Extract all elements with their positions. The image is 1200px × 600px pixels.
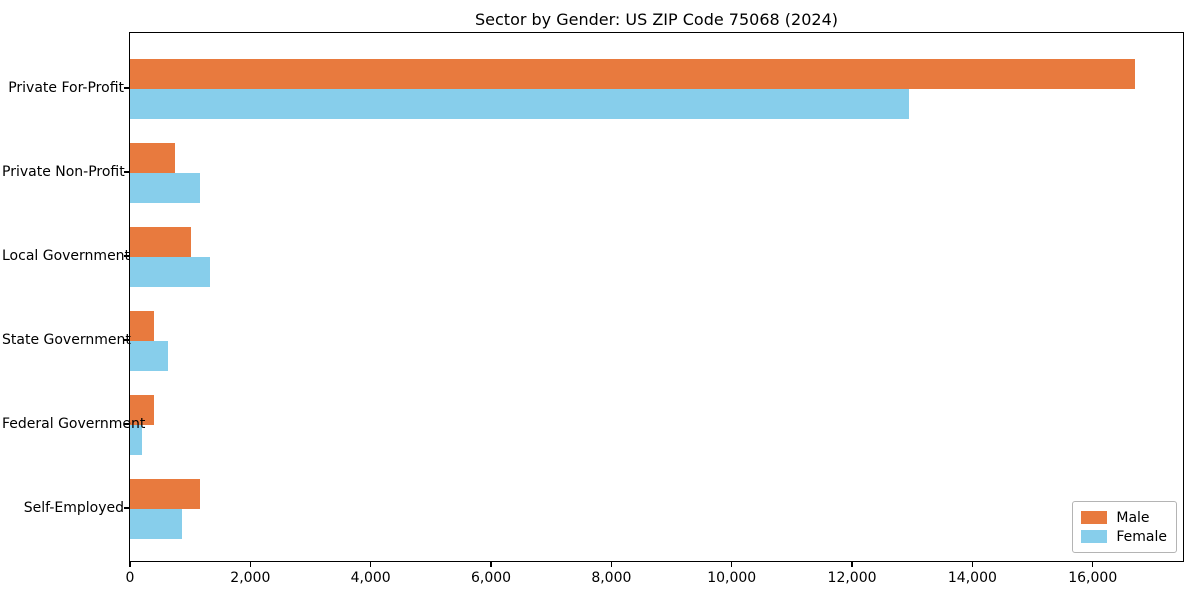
- bar-female-private-for-profit: [129, 88, 910, 119]
- legend-label-female: Female: [1116, 528, 1167, 545]
- y-tick-mark: [123, 87, 129, 89]
- x-tick-label: 12,000: [827, 570, 877, 586]
- x-tick-mark: [971, 561, 974, 567]
- bar-female-self-employed: [129, 508, 183, 539]
- bar-male-local-government: [129, 226, 191, 257]
- x-tick-label: 8,000: [591, 570, 632, 586]
- chart-title: Sector by Gender: US ZIP Code 75068 (202…: [475, 10, 838, 29]
- x-tick-label: 10,000: [707, 570, 757, 586]
- bar-female-private-non-profit: [129, 172, 200, 203]
- y-tick-mark: [123, 171, 129, 173]
- y-tick-label: Self-Employed: [23, 500, 124, 516]
- x-tick-label: 2,000: [230, 570, 271, 586]
- bar-female-local-government: [129, 256, 210, 287]
- bar-male-federal-government: [129, 394, 155, 425]
- x-tick-mark: [610, 561, 613, 567]
- legend-item-male: Male: [1081, 508, 1167, 527]
- x-tick-mark: [129, 561, 131, 567]
- x-tick-label: 4,000: [350, 570, 391, 586]
- legend-label-male: Male: [1116, 509, 1150, 526]
- male-swatch: [1081, 511, 1108, 524]
- y-tick-label: Private Non-Profit: [2, 164, 125, 180]
- x-tick-label: 14,000: [947, 570, 997, 586]
- legend-item-female: Female: [1081, 527, 1167, 546]
- female-swatch: [1081, 530, 1108, 543]
- bar-male-private-non-profit: [129, 142, 175, 173]
- bar-female-state-government: [129, 340, 168, 371]
- y-tick-label: Private For-Profit: [8, 80, 124, 96]
- y-tick-mark: [123, 255, 129, 257]
- y-tick-label: Federal Government: [2, 416, 146, 432]
- x-tick-label: 6,000: [470, 570, 512, 586]
- bar-male-private-for-profit: [129, 58, 1135, 89]
- plot-area: [128, 31, 1184, 562]
- y-tick-mark: [123, 339, 129, 341]
- x-tick-label: 16,000: [1068, 570, 1118, 586]
- bar-male-state-government: [129, 310, 155, 341]
- x-tick-mark: [1091, 561, 1094, 567]
- x-tick-mark: [369, 561, 372, 567]
- bar-male-self-employed: [129, 478, 200, 509]
- x-tick-mark: [490, 561, 492, 567]
- y-tick-mark: [123, 507, 129, 509]
- x-tick-mark: [730, 561, 733, 567]
- x-tick-label: 0: [125, 570, 135, 586]
- y-tick-label: Local Government: [2, 248, 131, 264]
- y-tick-mark: [123, 423, 129, 425]
- y-tick-label: State Government: [2, 332, 131, 348]
- legend: Male Female: [1072, 501, 1177, 553]
- x-tick-mark: [249, 561, 252, 567]
- bar-female-federal-government: [129, 424, 143, 455]
- x-tick-mark: [851, 561, 853, 567]
